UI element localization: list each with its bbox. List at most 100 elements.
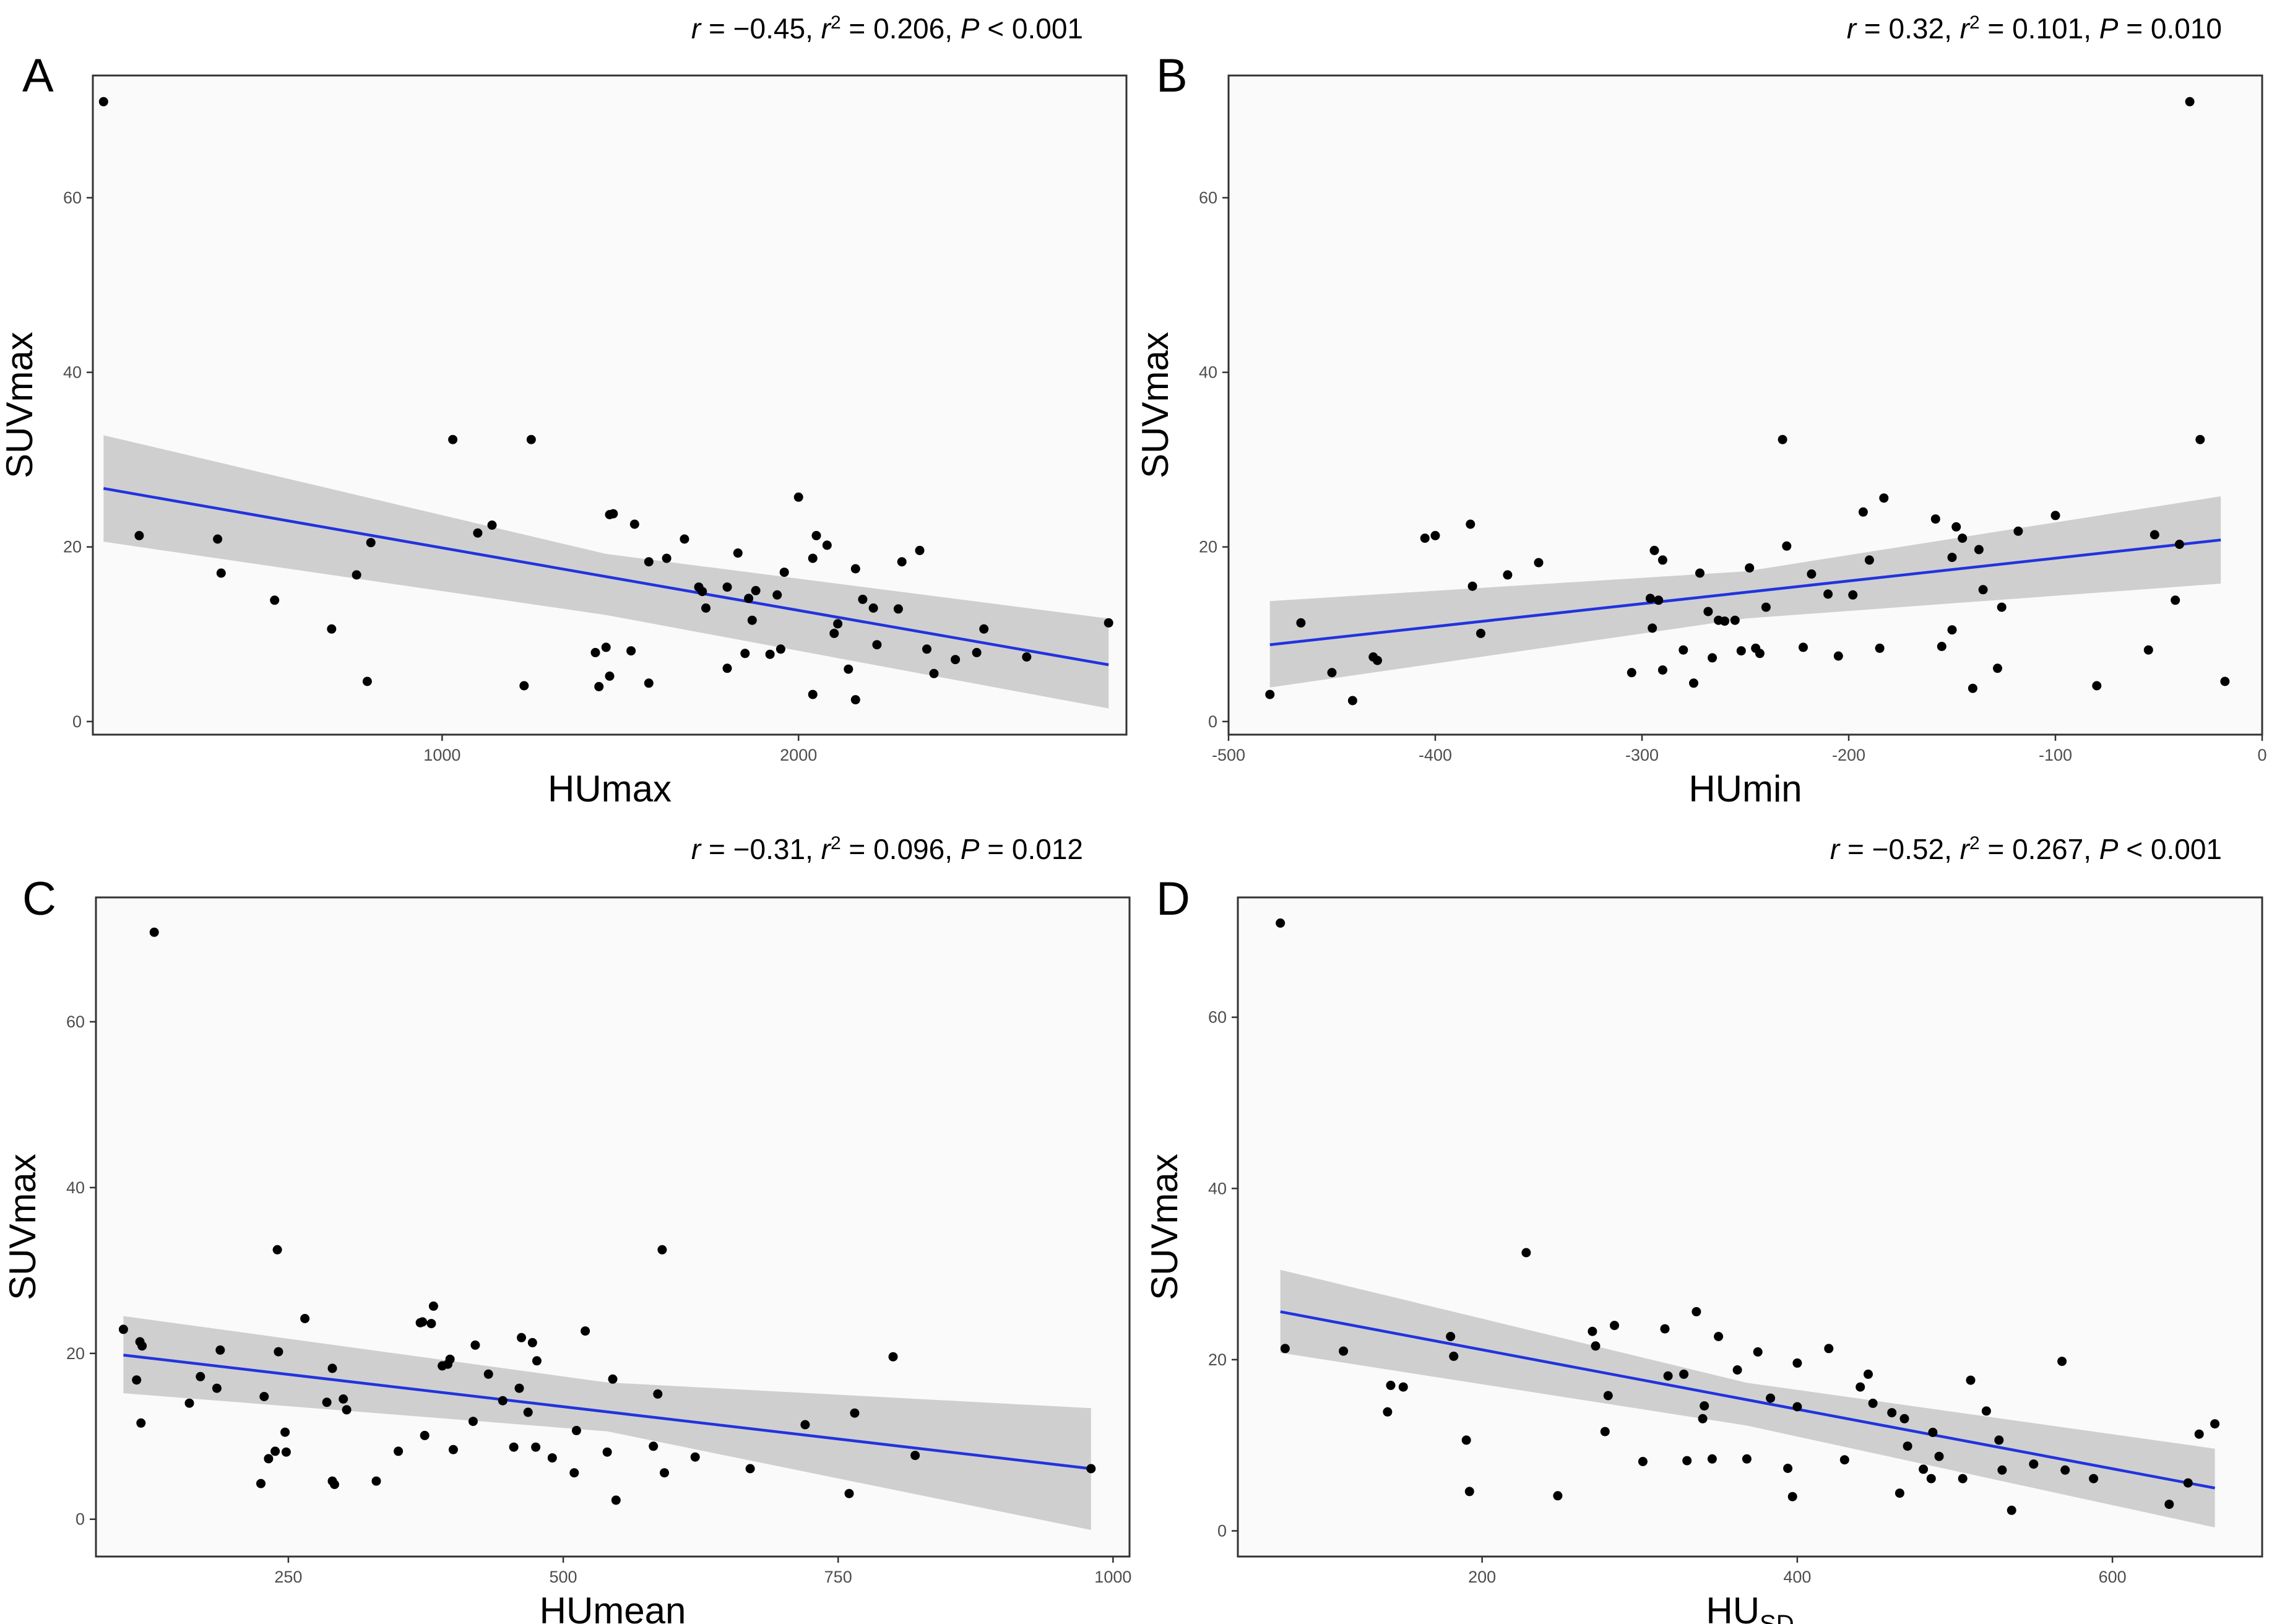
data-point <box>1347 696 1357 706</box>
data-point <box>1753 1347 1763 1357</box>
data-point <box>1296 618 1306 628</box>
data-point <box>2092 681 2102 691</box>
data-point <box>1833 651 1843 661</box>
x-tick-label: 1000 <box>1094 1568 1131 1586</box>
data-point <box>1373 655 1382 665</box>
x-tick-label: 0 <box>2257 746 2266 764</box>
x-tick-label: -200 <box>1832 746 1865 764</box>
stats-fragment: P <box>2099 833 2119 865</box>
data-point <box>888 1352 898 1362</box>
data-point <box>1947 553 1957 563</box>
data-point <box>811 530 821 540</box>
x-tick-label: 750 <box>824 1568 852 1586</box>
stats-fragment: = 0.010 <box>2118 12 2222 45</box>
data-point <box>1327 668 1337 678</box>
data-point <box>850 564 860 574</box>
data-point <box>1649 545 1659 555</box>
data-point <box>300 1314 310 1323</box>
data-point <box>1476 628 1485 638</box>
data-point <box>1467 581 1477 591</box>
data-point <box>1864 555 1874 565</box>
data-point <box>487 520 497 530</box>
data-point <box>330 1480 339 1489</box>
data-point <box>1466 519 1476 529</box>
panel-letter: A <box>22 50 54 102</box>
data-point <box>608 1374 618 1384</box>
panel-letter: C <box>22 873 56 925</box>
data-point <box>1086 1464 1096 1474</box>
data-point <box>1919 1464 1929 1474</box>
y-tick-label: 40 <box>1208 1179 1227 1198</box>
data-point <box>893 604 903 614</box>
data-point <box>1966 1375 1976 1385</box>
data-point <box>527 1337 537 1347</box>
data-point <box>740 649 750 659</box>
y-tick-label: 60 <box>63 188 82 207</box>
data-point <box>352 570 361 580</box>
stats-fragment: = 0.206, <box>841 12 961 45</box>
data-point <box>2050 511 2060 520</box>
x-tick-label: 400 <box>1783 1568 1811 1586</box>
data-point <box>808 689 818 699</box>
stats-annotation: r = −0.52, r2 = 0.267, P < 0.001 <box>1830 833 2222 866</box>
data-point <box>1534 558 1544 568</box>
data-point <box>1974 545 1984 555</box>
data-point <box>445 1354 455 1364</box>
data-point <box>626 646 636 656</box>
data-point <box>1553 1491 1563 1501</box>
data-point <box>1958 1474 1968 1484</box>
data-point <box>722 663 732 673</box>
stats-annotation: r = 0.32, r2 = 0.101, P = 0.010 <box>1847 12 2222 45</box>
data-point <box>1879 493 1889 503</box>
data-point <box>722 582 732 592</box>
y-tick-label: 0 <box>1208 712 1217 731</box>
data-point <box>858 594 868 604</box>
data-point <box>1742 1454 1752 1464</box>
data-point <box>281 1447 291 1457</box>
data-point <box>605 672 615 681</box>
data-point <box>526 434 536 444</box>
data-point <box>1720 616 1730 626</box>
data-point <box>1755 649 1765 659</box>
stats-fragment: r <box>691 12 702 45</box>
data-point <box>1782 541 1792 551</box>
data-point <box>2057 1357 2067 1367</box>
x-axis-title: HUmean <box>540 1590 686 1624</box>
data-point <box>1823 589 1833 599</box>
data-point <box>1951 522 1961 532</box>
x-axis-title-subscript: SD <box>1760 1610 1794 1624</box>
stats-fragment: = 0.096, <box>841 833 961 865</box>
y-tick-label: 60 <box>1199 188 1217 207</box>
data-point <box>483 1369 493 1379</box>
y-axis-title: SUVmax <box>0 332 40 478</box>
stats-fragment: 2 <box>831 12 841 33</box>
data-point <box>371 1476 381 1486</box>
data-point <box>215 1345 225 1355</box>
data-point <box>1761 602 1771 612</box>
data-point <box>1856 1382 1865 1392</box>
data-point <box>915 545 925 555</box>
data-point <box>850 1408 860 1418</box>
data-point <box>1928 1427 1938 1437</box>
stats-fragment: < 0.001 <box>979 12 1083 45</box>
data-point <box>134 530 144 540</box>
stats-fragment: P <box>2099 12 2119 45</box>
data-point <box>657 1245 667 1255</box>
data-point <box>1591 1341 1601 1351</box>
data-point <box>1708 653 1718 663</box>
data-point <box>793 492 803 502</box>
data-point <box>498 1396 508 1406</box>
data-point <box>662 553 672 563</box>
data-point <box>1645 594 1655 603</box>
data-point <box>751 585 761 595</box>
data-point <box>1679 1369 1689 1379</box>
data-point <box>1997 602 2007 612</box>
data-point <box>327 1363 337 1373</box>
data-point <box>744 594 754 603</box>
data-point <box>1265 689 1275 699</box>
data-point <box>1899 1414 1909 1423</box>
data-point <box>872 640 882 650</box>
y-tick-label: 20 <box>1208 1350 1227 1369</box>
data-point <box>264 1454 274 1464</box>
